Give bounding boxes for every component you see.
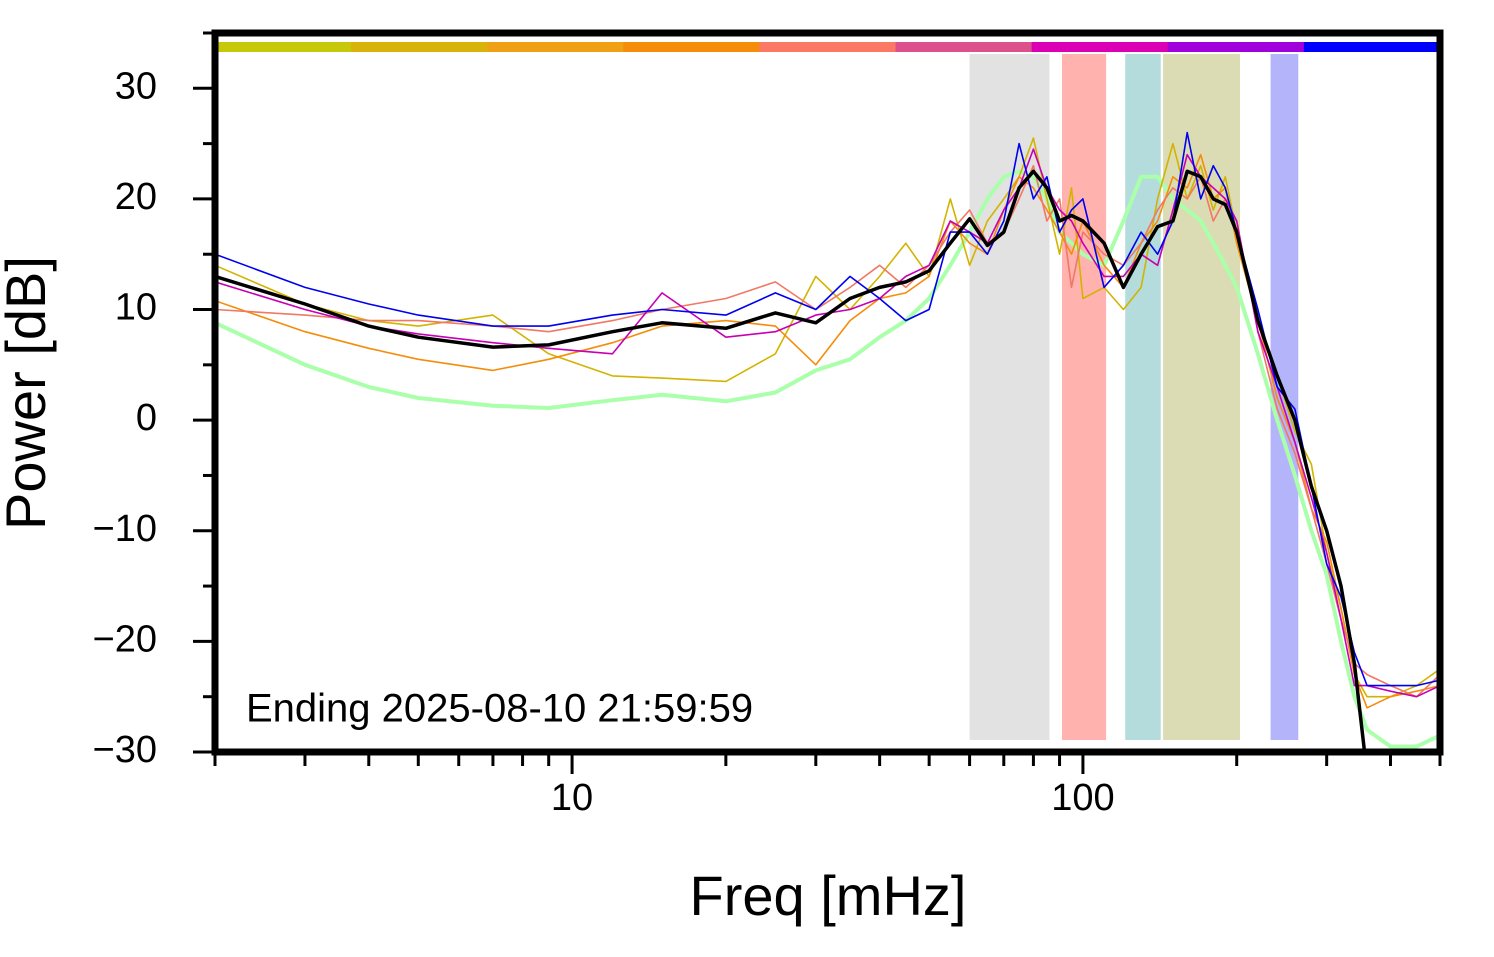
plot-frame bbox=[211, 29, 1444, 756]
spectrum-line bbox=[215, 137, 1440, 698]
y-tick-label: 10 bbox=[115, 287, 157, 329]
top-color-bar-segment bbox=[895, 42, 1033, 52]
y-tick-label: 30 bbox=[115, 65, 157, 107]
y-tick-label: −10 bbox=[93, 508, 157, 550]
frequency-band bbox=[1062, 54, 1107, 740]
spectrum-line bbox=[215, 169, 1440, 749]
x-tick-label: 10 bbox=[551, 777, 593, 819]
frequency-band bbox=[1125, 54, 1161, 740]
top-color-bar-segment bbox=[759, 42, 897, 52]
top-color-bar-segment bbox=[487, 42, 624, 52]
y-tick-label: 0 bbox=[136, 397, 157, 439]
y-tick-label: −20 bbox=[93, 618, 157, 660]
top-color-bar-segment bbox=[351, 42, 488, 52]
annotation: Ending 2025-08-10 21:59:59 bbox=[246, 687, 753, 731]
spectrum-line bbox=[215, 153, 1440, 709]
top-color-bar-segment bbox=[1167, 42, 1305, 52]
x-tick-label: 100 bbox=[1051, 777, 1114, 819]
spectrum-line bbox=[215, 148, 1440, 698]
top-color-bar-segment bbox=[623, 42, 760, 52]
top-color-bar-segment bbox=[1303, 42, 1441, 52]
x-axis-label: Freq [mHz] bbox=[690, 864, 967, 927]
spectrum-line bbox=[215, 164, 1440, 698]
y-tick-label: −30 bbox=[93, 729, 157, 771]
top-color-bar-segment bbox=[215, 42, 352, 52]
frequency-band bbox=[969, 54, 1050, 740]
y-tick-label: 20 bbox=[115, 176, 157, 218]
y-axis-label: Power [dB] bbox=[0, 256, 57, 530]
spectrum-line bbox=[215, 169, 1367, 752]
spectrum-line bbox=[215, 131, 1440, 687]
top-color-bar-segment bbox=[1031, 42, 1169, 52]
